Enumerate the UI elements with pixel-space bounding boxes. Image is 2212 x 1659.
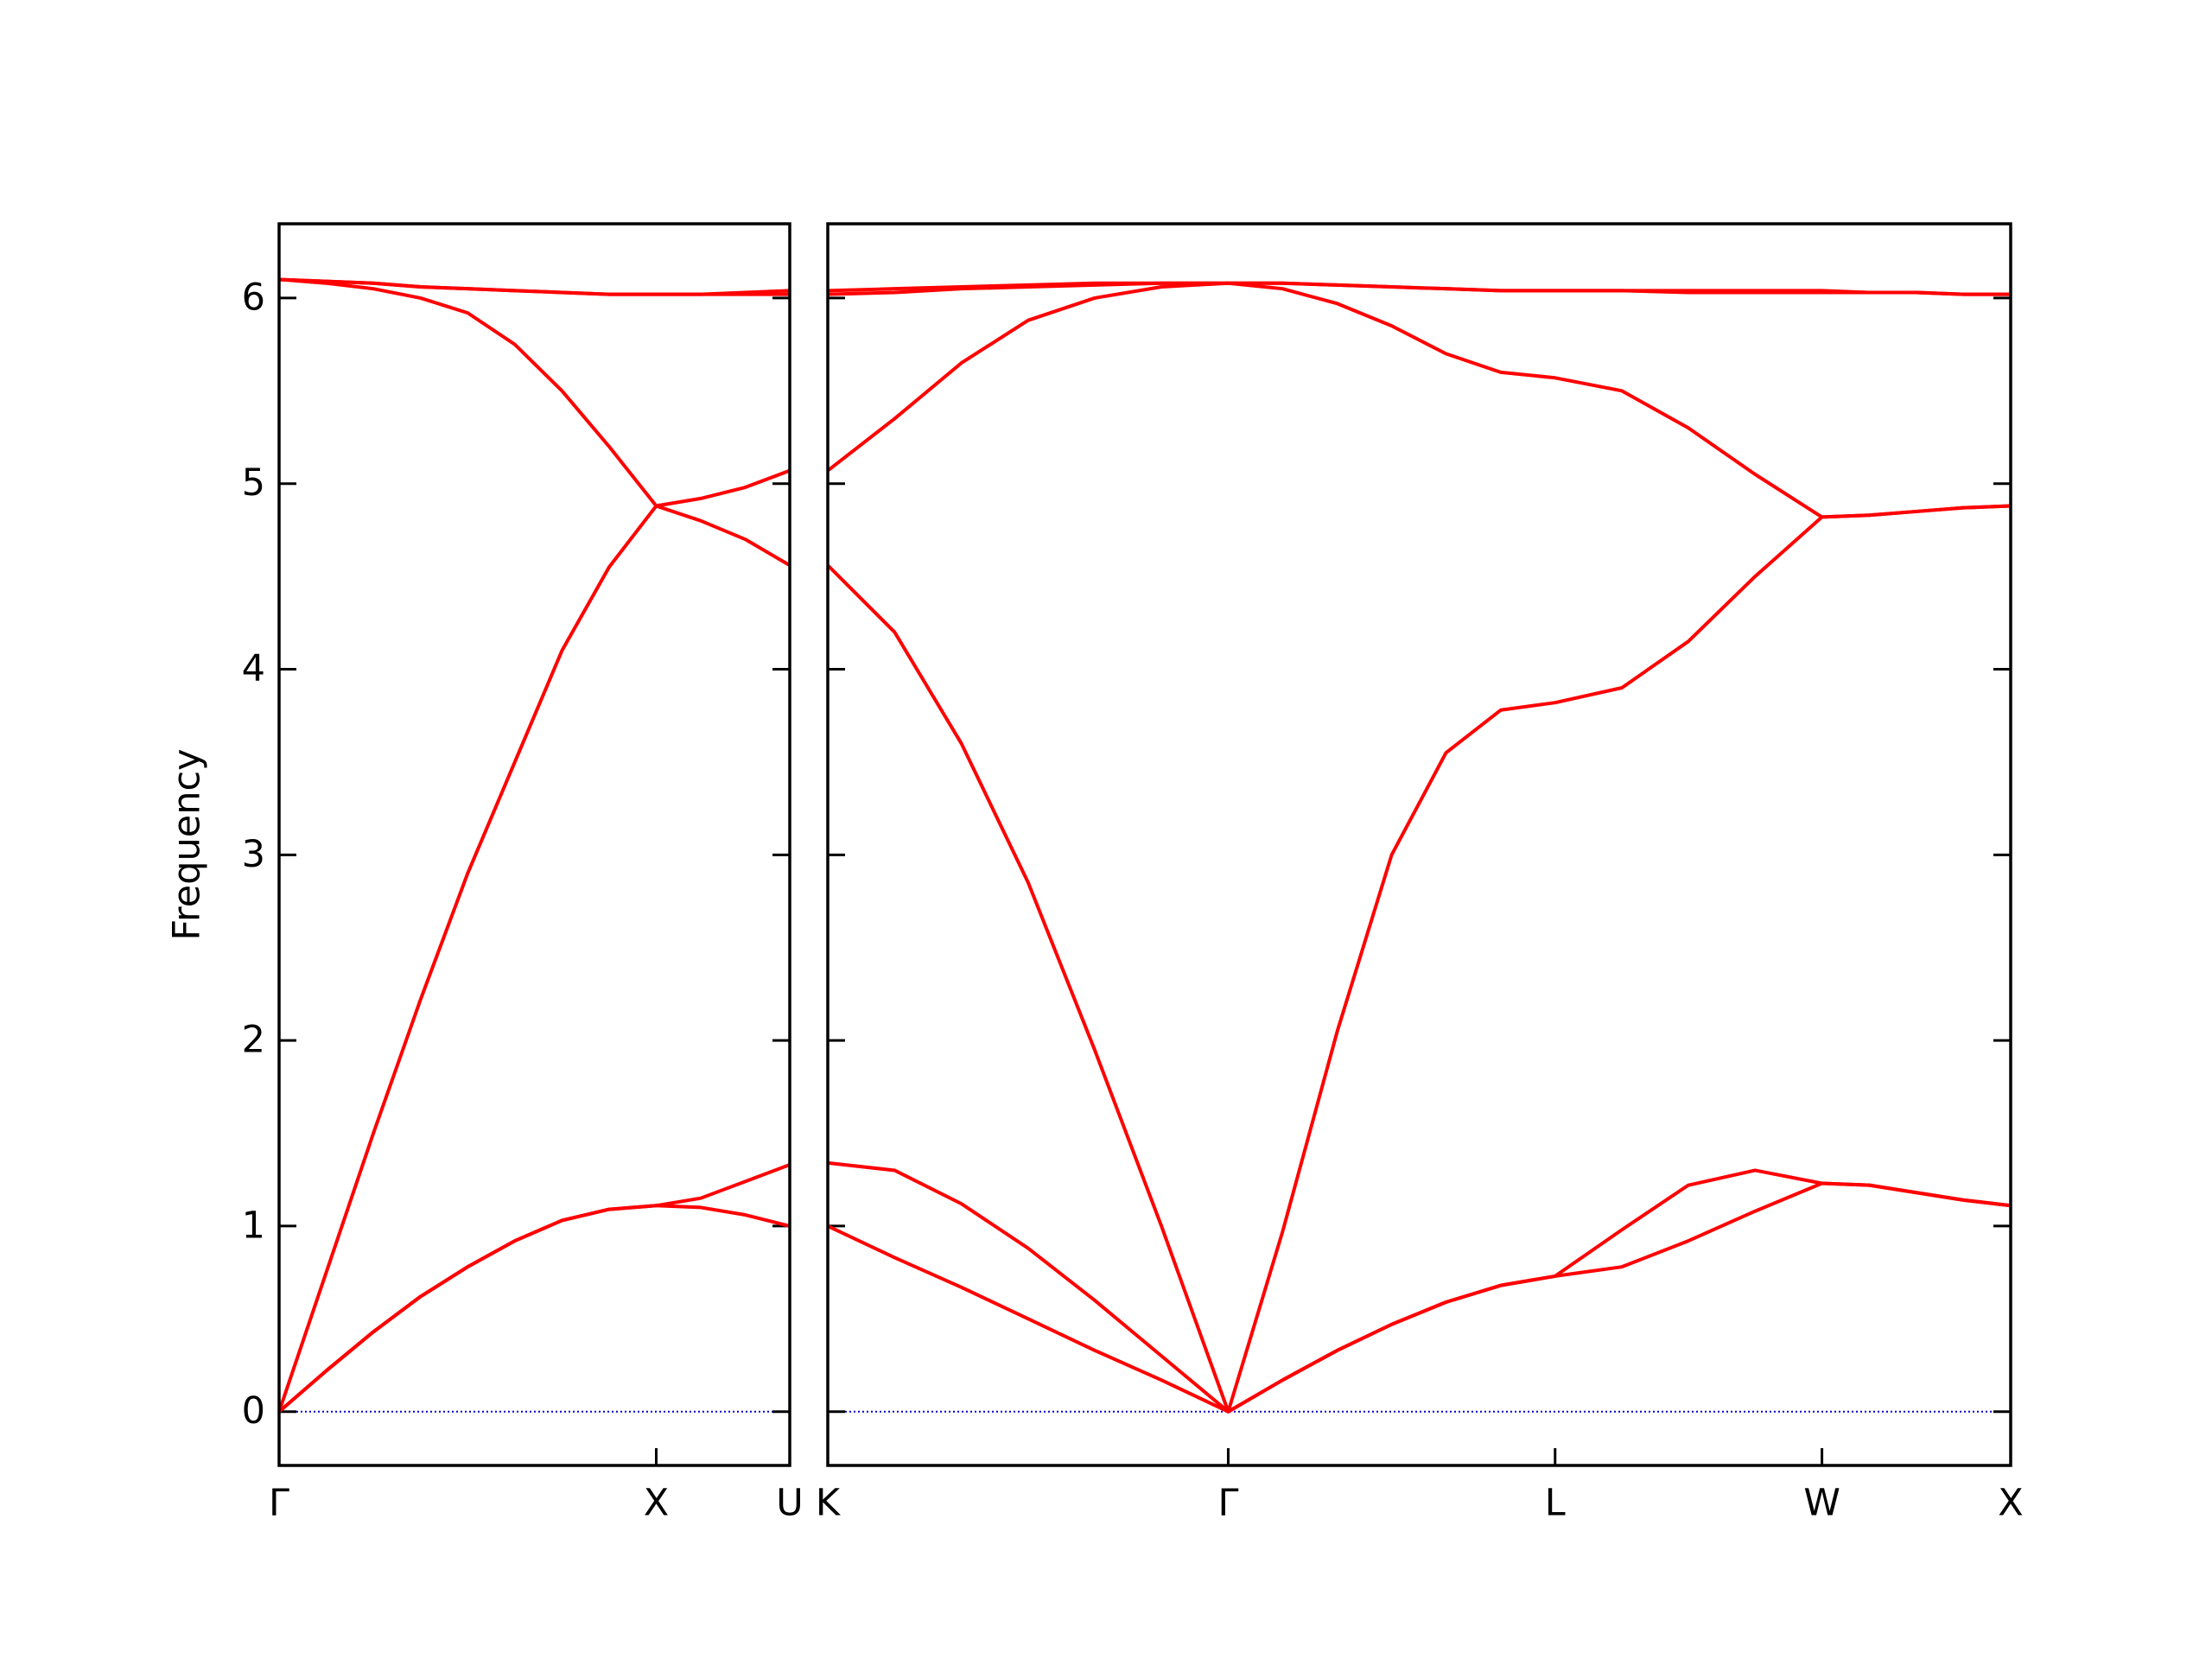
band-line (278, 277, 791, 508)
band-line (827, 1160, 2012, 1414)
y-tick-label: 0 (242, 1389, 265, 1433)
band-line (826, 281, 2012, 519)
y-tick-label: 1 (242, 1204, 265, 1247)
x-tick-label: X (644, 1482, 669, 1525)
band-line (277, 1204, 791, 1414)
axes-frame (826, 222, 2012, 1467)
y-tick-label: 3 (242, 833, 265, 876)
y-tick-label: 6 (242, 276, 265, 319)
band-line (827, 1181, 2012, 1414)
band-line (277, 504, 791, 1413)
y-tick-label: 4 (242, 647, 265, 690)
x-tick-label: L (1545, 1482, 1566, 1525)
x-tick-label: Γ (1217, 1482, 1238, 1525)
axes-frame (277, 222, 791, 1467)
y-tick-label: 2 (242, 1019, 265, 1062)
x-tick-label: X (1998, 1482, 2023, 1525)
x-tick-label: U (776, 1482, 803, 1525)
x-tick-label: Γ (269, 1482, 289, 1525)
band-line (277, 1163, 791, 1414)
y-axis-label: Frequency (166, 748, 209, 940)
y-tick-label: 5 (242, 461, 265, 505)
band-line (278, 277, 790, 296)
band-line (826, 504, 2012, 1414)
band-line (827, 281, 2011, 296)
x-tick-label: K (816, 1482, 842, 1525)
x-tick-label: W (1803, 1482, 1840, 1525)
